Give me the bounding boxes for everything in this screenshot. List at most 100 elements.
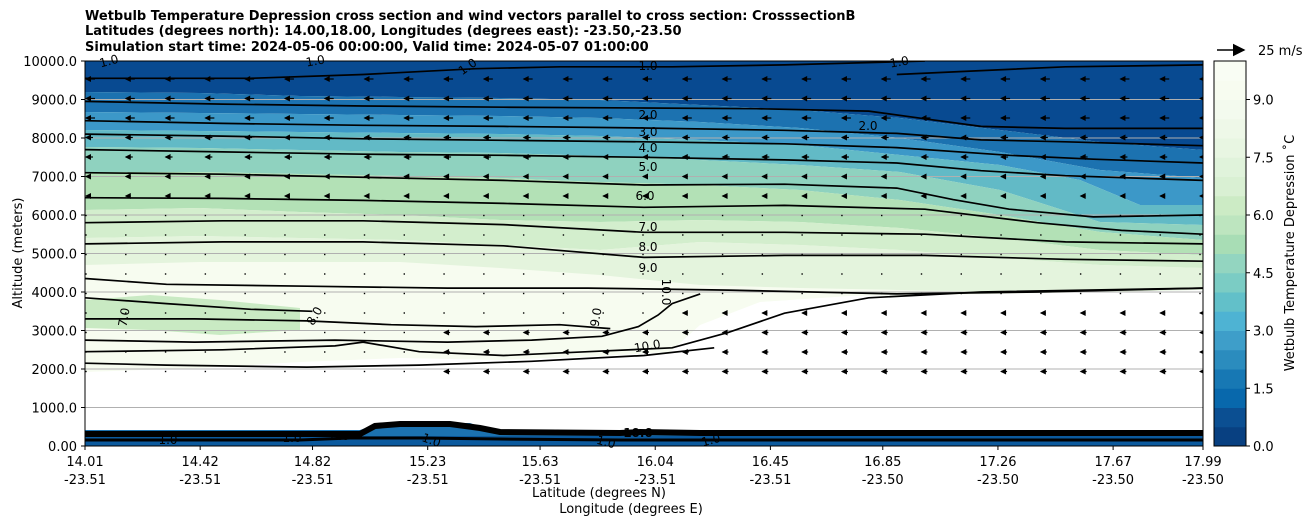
wind-vector bbox=[403, 134, 412, 141]
wind-vector bbox=[602, 273, 604, 275]
wind-vector bbox=[681, 310, 688, 316]
contour-line bbox=[85, 293, 701, 343]
wind-vector-head bbox=[920, 329, 927, 336]
fill-band-8 bbox=[85, 295, 300, 335]
wind-vector bbox=[1079, 193, 1086, 199]
wind-vector bbox=[284, 351, 286, 353]
wind-vector-head bbox=[283, 76, 290, 82]
wind-vector bbox=[164, 370, 167, 373]
wind-vector-head bbox=[323, 134, 330, 141]
wind-vector-head bbox=[323, 115, 330, 121]
wind-vector bbox=[283, 134, 292, 141]
wind-vector-head bbox=[681, 173, 688, 180]
wind-vector-head bbox=[562, 193, 569, 199]
wind-vector bbox=[85, 253, 87, 256]
wind-vector bbox=[244, 134, 253, 141]
wind-vector-head bbox=[363, 134, 370, 141]
wind-vector bbox=[1079, 273, 1082, 275]
wind-vector bbox=[841, 273, 843, 275]
wind-vector-head bbox=[443, 95, 450, 102]
colorbar-tick-label: 7.5 bbox=[1253, 151, 1274, 166]
wind-vector-head bbox=[880, 193, 887, 199]
wind-vector-head bbox=[840, 76, 847, 82]
wind-vector bbox=[85, 173, 91, 180]
wind-vector bbox=[642, 329, 649, 336]
wind-vector bbox=[761, 115, 772, 121]
wind-vector bbox=[920, 234, 923, 236]
wind-vector bbox=[124, 154, 133, 160]
wind-vector bbox=[522, 292, 525, 295]
wind-vector bbox=[801, 76, 812, 82]
wind-vector bbox=[323, 76, 334, 82]
wind-vector bbox=[363, 351, 366, 353]
wind-vector-head bbox=[482, 368, 489, 375]
wind-vector bbox=[801, 329, 809, 336]
y-tick-label: 5000.0 bbox=[32, 248, 78, 263]
wind-vector bbox=[881, 234, 883, 236]
contour-label: 2.0 bbox=[858, 119, 877, 133]
wind-vector-head bbox=[204, 154, 211, 160]
wind-vector bbox=[562, 115, 573, 121]
wind-vector-head bbox=[602, 193, 609, 199]
wind-vector bbox=[562, 154, 571, 160]
wind-vector-head bbox=[1079, 115, 1086, 121]
wind-vector bbox=[363, 331, 366, 334]
wind-vector bbox=[881, 292, 883, 295]
wind-vector bbox=[522, 95, 533, 102]
wind-vector-head bbox=[522, 134, 529, 141]
wind-vector-head bbox=[1159, 95, 1166, 102]
wind-vector-head bbox=[840, 349, 847, 355]
y-axis-label: Altitude (meters) bbox=[11, 198, 26, 309]
wind-vector bbox=[244, 253, 246, 256]
wind-vector-head bbox=[761, 134, 768, 141]
wind-vector bbox=[1079, 253, 1082, 256]
wind-vector bbox=[1159, 154, 1168, 160]
wind-vector bbox=[403, 253, 405, 256]
wind-vector-head bbox=[642, 154, 648, 160]
wind-vector-head bbox=[164, 134, 171, 141]
wind-vector bbox=[85, 214, 87, 217]
x-tick-label-lon: -23.51 bbox=[407, 473, 449, 488]
wind-vector bbox=[125, 312, 127, 314]
wind-vector-head bbox=[880, 115, 887, 121]
wind-vector bbox=[164, 312, 167, 314]
colorbar-tick-label: 3.0 bbox=[1253, 325, 1274, 340]
wind-vector bbox=[642, 273, 644, 275]
wind-vector-head bbox=[602, 368, 609, 375]
colorbar-tick-label: 4.5 bbox=[1253, 267, 1274, 282]
contour-labels: 1.0 1.0 1.0 1.0 1.0 2.0 2.0 3.0 4.0 5.0 … bbox=[98, 52, 910, 451]
wind-vector bbox=[602, 234, 604, 236]
wind-vector-head bbox=[960, 154, 967, 160]
wind-vector bbox=[602, 214, 604, 217]
wind-vector bbox=[642, 214, 644, 217]
wind-vector-head bbox=[323, 193, 330, 199]
wind-vector-head bbox=[642, 368, 648, 375]
wind-vector bbox=[204, 312, 207, 314]
wind-vector-head bbox=[960, 329, 967, 336]
wind-vector bbox=[960, 214, 962, 217]
wind-vector bbox=[164, 134, 173, 141]
wind-vector-head bbox=[1079, 310, 1086, 316]
wind-vector-head bbox=[840, 310, 847, 316]
wind-vector-head bbox=[681, 95, 688, 102]
wind-vector bbox=[1039, 115, 1050, 121]
wind-vector-head bbox=[1039, 115, 1046, 121]
wind-vector bbox=[482, 368, 490, 375]
contour-line bbox=[85, 171, 1203, 218]
wind-vector bbox=[1119, 292, 1122, 295]
wind-vector bbox=[1039, 95, 1050, 102]
wind-vector-head bbox=[880, 329, 887, 336]
wind-vector-head bbox=[1000, 329, 1007, 336]
wind-vector-head bbox=[761, 193, 768, 199]
wind-vector-head bbox=[761, 173, 768, 180]
y-tick-label: 1000.0 bbox=[32, 402, 78, 417]
wind-vector bbox=[1079, 329, 1087, 336]
wind-vector-head bbox=[85, 173, 91, 180]
wind-vector-head bbox=[1079, 349, 1086, 355]
wind-vector-head bbox=[1000, 76, 1007, 82]
wind-vector bbox=[204, 292, 207, 295]
wind-vector bbox=[1119, 76, 1130, 82]
wind-vector bbox=[283, 76, 294, 82]
wind-vector-head bbox=[403, 76, 410, 82]
